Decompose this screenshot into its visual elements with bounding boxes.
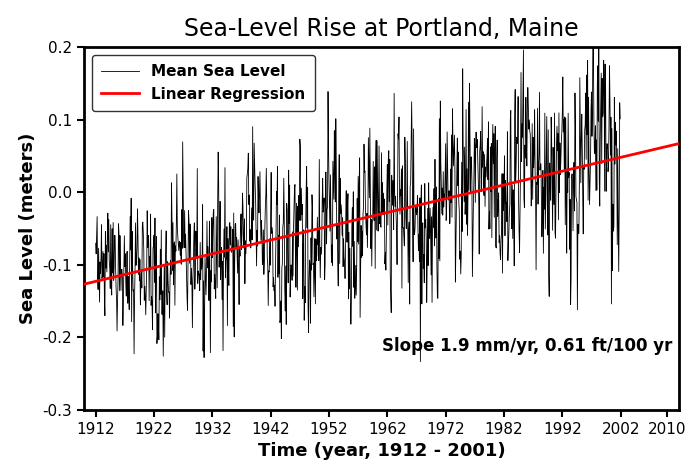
Mean Sea Level — [286, 273, 295, 279]
Mean Sea Level — [582, 72, 591, 78]
Text: Slope 1.9 mm/yr, 0.61 ft/100 yr: Slope 1.9 mm/yr, 0.61 ft/100 yr — [382, 337, 672, 355]
Mean Sea Level — [160, 262, 169, 268]
Mean Sea Level — [362, 232, 370, 237]
Mean Sea Level — [230, 261, 239, 267]
Mean Sea Level — [416, 359, 425, 365]
Mean Sea Level — [471, 200, 480, 205]
Mean Sea Level — [589, 17, 597, 23]
Line: Mean Sea Level: Mean Sea Level — [96, 20, 620, 362]
Mean Sea Level — [92, 241, 100, 246]
Mean Sea Level — [616, 116, 624, 122]
Y-axis label: Sea Level (meters): Sea Level (meters) — [19, 133, 37, 324]
Title: Sea-Level Rise at Portland, Maine: Sea-Level Rise at Portland, Maine — [184, 17, 579, 41]
Legend: Mean Sea Level, Linear Regression: Mean Sea Level, Linear Regression — [92, 55, 314, 111]
X-axis label: Time (year, 1912 - 2001): Time (year, 1912 - 2001) — [258, 442, 505, 460]
